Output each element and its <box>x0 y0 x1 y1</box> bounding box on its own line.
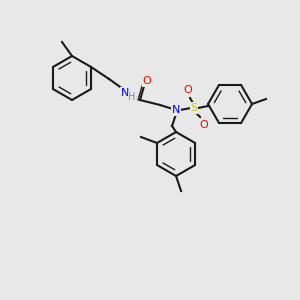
Text: N: N <box>121 88 129 98</box>
Text: O: O <box>184 85 192 95</box>
Text: N: N <box>172 105 180 115</box>
Text: S: S <box>190 103 198 113</box>
Text: O: O <box>143 76 152 86</box>
Text: O: O <box>200 120 208 130</box>
Text: H: H <box>128 92 136 102</box>
